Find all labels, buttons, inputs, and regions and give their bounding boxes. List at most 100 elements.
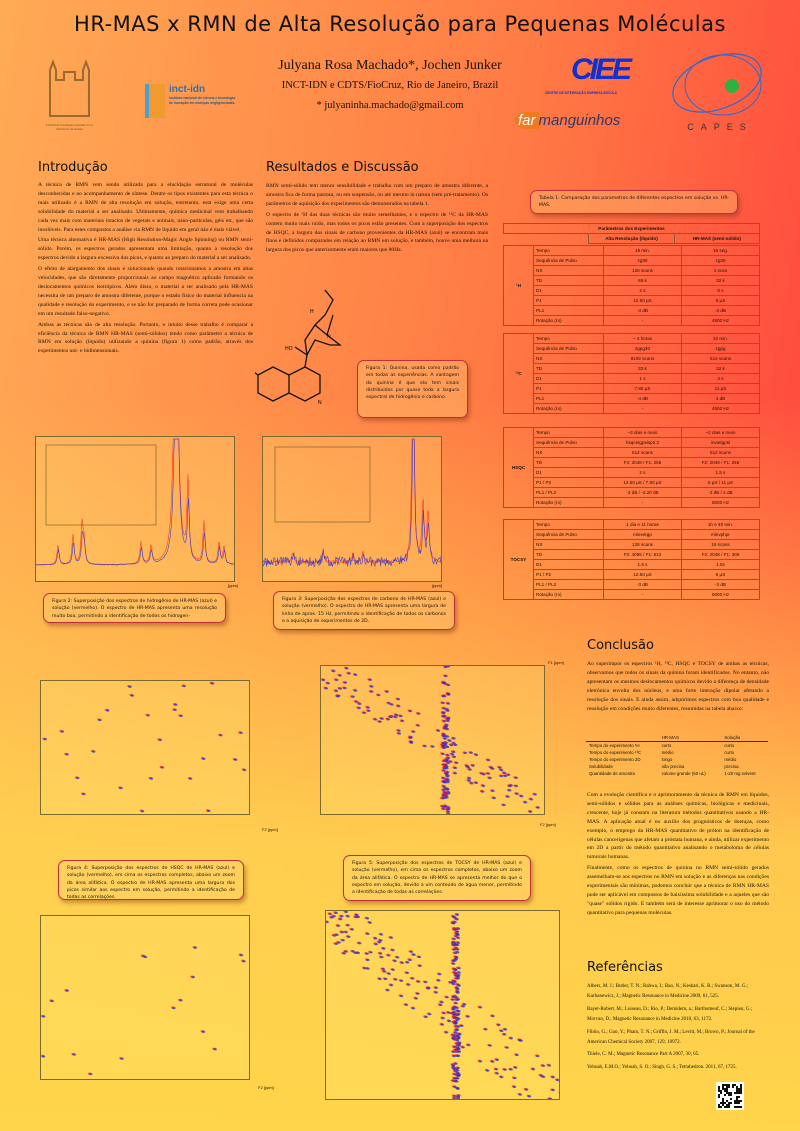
- cross-peak: [366, 968, 370, 970]
- cross-peak: [453, 921, 457, 923]
- param-liquid: 1 s: [604, 374, 682, 384]
- param-liquid: 2 s: [604, 286, 682, 296]
- table-row: NS 128 scans 1 scan: [504, 266, 760, 276]
- cross-peak: [416, 724, 420, 726]
- cross-peak: [68, 1079, 72, 1080]
- cross-peak: [447, 693, 451, 695]
- cross-peak: [446, 736, 450, 738]
- cross-peak: [491, 790, 495, 792]
- qr-module: [724, 1090, 726, 1092]
- param-liquid: 128 scans: [604, 540, 682, 550]
- param-liquid: 128 scans: [604, 266, 682, 276]
- cross-peak: [518, 1094, 522, 1096]
- cross-peak: [442, 744, 446, 746]
- qr-module: [736, 1100, 738, 1102]
- cross-peak: [396, 956, 400, 958]
- poster-title: HR-MAS x RMN de Alta Resolução para Pequ…: [0, 12, 800, 36]
- cross-peak: [520, 795, 524, 797]
- cross-peak: [446, 720, 450, 722]
- cross-peak: [434, 987, 438, 989]
- qr-module: [736, 1096, 738, 1098]
- cross-peak: [513, 1086, 517, 1088]
- param-hrmas: 4800 Hz: [682, 316, 760, 326]
- cross-peak: [495, 1072, 499, 1074]
- cross-peak: [442, 695, 446, 697]
- param-name: TD: [534, 276, 604, 286]
- cross-peak: [334, 943, 338, 945]
- param-hrmas: 3 s: [682, 374, 760, 384]
- qr-module: [722, 1086, 724, 1088]
- cross-peak: [202, 758, 206, 760]
- summary-cell: Tempo do experimento ¹³C: [586, 749, 659, 756]
- cross-peak: [366, 959, 370, 961]
- cross-peak: [491, 1015, 495, 1017]
- cross-peak: [456, 1035, 460, 1037]
- cross-peak: [358, 942, 362, 944]
- block-label: ¹³C: [504, 334, 534, 414]
- quinine-structure: HO N N H: [255, 285, 360, 405]
- qr-module: [736, 1106, 738, 1108]
- qr-module: [738, 1092, 740, 1094]
- param-hrmas: 4500 Hz: [682, 404, 760, 414]
- cross-peak: [106, 709, 110, 711]
- intro-text: A técnica de RMN vem sendo utilizada par…: [38, 181, 253, 358]
- qr-module: [728, 1094, 730, 1096]
- cross-peak: [414, 997, 418, 999]
- nitrogen-label: N: [327, 334, 331, 340]
- qr-module: [736, 1088, 738, 1090]
- cross-peak: [144, 956, 148, 958]
- cross-peak: [445, 1031, 449, 1033]
- param-liquid: F2: 2048 / F1: 256: [604, 458, 682, 468]
- affiliation: INCT-IDN e CDTS/FioCruz, Rio de Janeiro,…: [255, 80, 525, 91]
- cross-peak: [542, 1065, 546, 1067]
- block-label: TOCSY: [504, 520, 534, 600]
- cross-peak: [417, 713, 421, 715]
- cross-peak: [374, 937, 378, 939]
- contact-email[interactable]: * julyaninha.machado@gmail.com: [255, 100, 525, 111]
- cross-peak: [358, 703, 362, 705]
- table-row: P1 12.50 µS 5 µS: [504, 296, 760, 306]
- param-liquid: 32 k: [604, 364, 682, 374]
- param-hrmas: 32 min.: [682, 334, 760, 344]
- cross-peak: [474, 782, 478, 784]
- cross-peak: [120, 1058, 124, 1060]
- param-hrmas: F2: 2048 / F1: 300: [682, 550, 760, 560]
- cross-peak: [416, 993, 420, 995]
- param-liquid: ~ 4 horas: [604, 334, 682, 344]
- cross-peak: [437, 730, 441, 732]
- cross-peak: [479, 1006, 483, 1008]
- param-hrmas: 1.5s: [682, 560, 760, 570]
- cross-peak: [456, 1047, 460, 1049]
- table-row: Quantidade de amostra volume grande (50 u…: [586, 770, 768, 777]
- summary-cell: curto: [659, 742, 722, 750]
- param-liquid: -4 dB: [604, 394, 682, 404]
- param-liquid: -: [604, 316, 682, 326]
- cross-peak: [335, 934, 339, 936]
- cross-peak: [98, 719, 102, 721]
- intro-paragraph: Uma técnica alternativa é HR-MAS (High R…: [38, 236, 253, 263]
- cross-peak: [452, 915, 456, 917]
- cross-peak: [513, 1077, 517, 1079]
- qr-module: [734, 1084, 736, 1086]
- qr-module: [728, 1086, 730, 1088]
- cross-peak: [89, 1073, 93, 1075]
- qr-code[interactable]: [716, 1082, 744, 1110]
- cross-peak: [172, 1007, 176, 1009]
- cross-peak: [444, 666, 448, 668]
- cross-peak: [525, 1089, 529, 1091]
- cross-peak: [467, 780, 471, 782]
- qr-module: [728, 1102, 730, 1104]
- cross-peak: [336, 695, 340, 697]
- cross-peak: [458, 1042, 462, 1044]
- cross-peak: [492, 797, 496, 799]
- param-name: D1: [534, 374, 604, 384]
- qr-module: [720, 1106, 722, 1108]
- results-text: RMN semi-sólido tem menor sensibilidade …: [266, 182, 488, 257]
- qr-module: [724, 1094, 726, 1096]
- cross-peak: [347, 672, 351, 674]
- cross-peak: [380, 956, 384, 958]
- cross-peak: [454, 1002, 458, 1004]
- param-name: NS: [534, 266, 604, 276]
- cross-peak: [150, 778, 154, 780]
- param-name: D1: [534, 560, 604, 570]
